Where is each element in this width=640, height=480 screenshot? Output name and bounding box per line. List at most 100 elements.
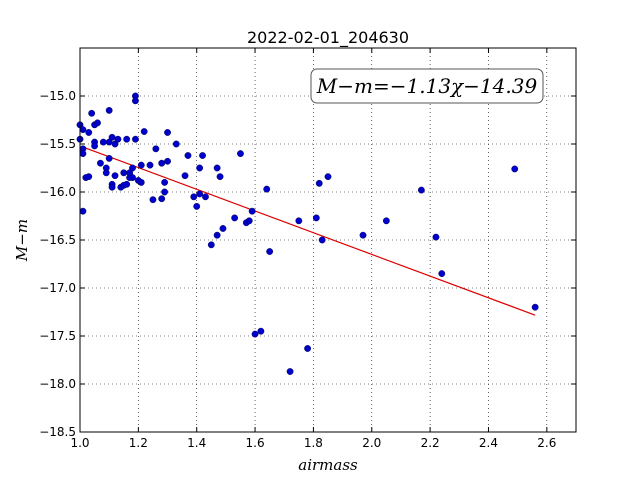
y-tick-label: −18.0 [39, 377, 76, 391]
data-point [164, 129, 171, 136]
data-point [158, 159, 166, 167]
y-tick-label: −16.5 [39, 233, 76, 247]
data-point [359, 231, 367, 239]
x-tick-label: 1.2 [129, 436, 148, 450]
y-tick-label: −15.0 [39, 89, 76, 103]
chart-title: 2022-02-01_204630 [247, 28, 409, 48]
data-point [99, 138, 107, 146]
data-point [190, 193, 198, 201]
data-point [161, 188, 169, 196]
x-tick-label: 2.4 [479, 436, 498, 450]
data-point [161, 178, 169, 186]
data-point [132, 97, 139, 105]
data-point [315, 179, 323, 187]
data-point [213, 164, 221, 172]
data-point [79, 207, 87, 215]
data-point [295, 217, 303, 225]
x-tick-label: 2.2 [421, 436, 440, 450]
data-point [108, 183, 116, 191]
data-point [140, 128, 148, 135]
data-point [531, 303, 539, 311]
data-point [511, 165, 519, 173]
data-point [137, 178, 145, 186]
data-point [172, 140, 180, 148]
data-point [152, 145, 160, 153]
y-tick-label: −15.5 [39, 137, 76, 151]
data-point [102, 169, 110, 177]
data-point [263, 185, 271, 193]
data-point [94, 119, 101, 127]
y-tick-label: −17.5 [39, 329, 76, 343]
data-point [105, 107, 113, 114]
data-point [108, 133, 116, 141]
data-point [304, 345, 311, 352]
data-point [181, 172, 189, 180]
data-point [219, 225, 227, 232]
data-point [158, 195, 166, 203]
data-point [79, 150, 87, 158]
data-point [123, 135, 131, 143]
x-tick-label: 1.4 [187, 436, 206, 450]
data-point [207, 241, 215, 249]
data-point [199, 152, 206, 159]
fit-line [82, 146, 536, 316]
data-point [193, 202, 201, 210]
data-point [196, 164, 204, 172]
data-point [257, 327, 265, 335]
data-point [432, 233, 440, 241]
x-tick-label: 1.6 [246, 436, 265, 450]
data-point [248, 207, 256, 215]
x-tick-label: 1.8 [304, 436, 323, 450]
y-tick-label: −18.5 [39, 425, 76, 439]
data-point [85, 129, 93, 136]
data-point [231, 214, 239, 222]
data-point [216, 173, 224, 181]
x-tick-labels: 1.0 1.2 1.4 1.6 1.8 2.0 2.2 2.4 2.6 [70, 436, 556, 450]
data-point [91, 142, 98, 150]
data-point [417, 186, 425, 194]
data-point [120, 169, 128, 177]
data-point [149, 196, 157, 204]
data-point [202, 193, 209, 201]
x-tick-label: 2.6 [537, 436, 556, 450]
x-axis-label: airmass [298, 456, 358, 474]
fit-line-layer [82, 146, 536, 316]
data-point [245, 217, 253, 225]
annotation-box [310, 68, 544, 104]
data-point [438, 270, 446, 277]
data-points [76, 92, 539, 375]
data-point [123, 180, 131, 188]
data-point [129, 174, 136, 182]
data-point [251, 330, 259, 338]
y-tick-labels: −15.0 −15.5 −16.0 −16.5 −17.0 −17.5 −18.0 −18.5 [39, 89, 76, 439]
data-point [266, 248, 274, 255]
data-point [114, 135, 122, 143]
data-point [318, 236, 326, 244]
data-point [184, 152, 192, 159]
axis-ticks [79, 48, 576, 433]
data-point [146, 161, 154, 169]
data-point [164, 157, 171, 165]
data-point [85, 173, 93, 181]
data-point [324, 173, 332, 181]
data-point [213, 231, 221, 239]
data-point [88, 109, 96, 117]
data-point [237, 150, 244, 158]
y-tick-label: −16.0 [39, 185, 76, 199]
data-point [196, 190, 204, 198]
x-tick-label: 1.0 [70, 436, 89, 450]
data-point [105, 154, 113, 162]
fit-equation-box: M−m=−1.13χ−14.39 [310, 68, 544, 104]
fit-equation: M−m=−1.13χ−14.39 [316, 74, 538, 98]
data-point [79, 126, 87, 134]
x-tick-label: 2.0 [362, 436, 381, 450]
data-point [382, 217, 390, 225]
y-axis-label: M−m [13, 219, 31, 262]
data-point [129, 164, 136, 172]
y-tick-label: −17.0 [39, 281, 76, 295]
data-point [97, 159, 104, 167]
data-point [132, 135, 139, 143]
data-point [111, 172, 119, 180]
data-point [286, 368, 294, 375]
